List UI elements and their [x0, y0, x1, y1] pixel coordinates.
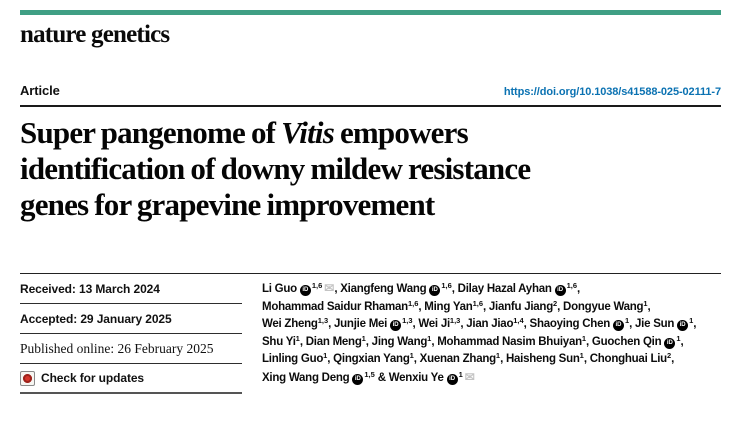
accepted-date-text: Accepted: 29 January 2025: [20, 311, 172, 326]
affiliation-superscript: 1,5: [364, 369, 375, 379]
journal-name: nature genetics: [20, 21, 170, 48]
affiliation-superscript: 1,6: [407, 298, 419, 308]
check-for-updates-label: Check for updates: [41, 371, 144, 385]
meta-author-section: Received: 13 March 2024 Accepted: 29 Jan…: [20, 273, 721, 394]
received-date-text: Received: 13 March 2024: [20, 281, 160, 296]
article-history: Received: 13 March 2024 Accepted: 29 Jan…: [20, 274, 242, 394]
author-line: Mohammad Saidur Rhaman1,6, Ming Yan1,6, …: [262, 298, 651, 313]
affiliation-superscript: 1: [361, 333, 366, 343]
accepted-date: Accepted: 29 January 2025: [20, 304, 242, 334]
affiliation-superscript: 1: [458, 369, 463, 379]
author-line: Shu Yi1, Dian Meng1, Jing Wang1, Mohamma…: [262, 333, 684, 349]
article-title: Super pangenome of Vitis empowers identif…: [20, 115, 721, 223]
affiliation-superscript: 1,6: [566, 281, 578, 290]
affiliation-superscript: 1,3: [402, 316, 413, 326]
title-line: Super pangenome of Vitis empowers: [20, 115, 469, 150]
article-header-row: Article https://doi.org/10.1038/s41588-0…: [20, 83, 721, 107]
orcid-icon[interactable]: iD: [446, 373, 458, 385]
affiliation-superscript: 1: [495, 351, 501, 361]
affiliation-superscript: 1: [689, 316, 694, 326]
crossmark-dot: [23, 373, 32, 383]
crossmark-icon: [20, 370, 35, 386]
affiliation-superscript: 1: [581, 333, 587, 343]
published-date: Published online: 26 February 2025: [20, 334, 242, 364]
author-line: Xing Wang Deng iD 1,5 & Wenxiu Ye iD 1 ✉: [262, 369, 475, 385]
affiliation-superscript: 1: [295, 333, 300, 343]
check-for-updates-button[interactable]: Check for updates: [20, 364, 242, 394]
affiliation-superscript: 1,3: [317, 316, 329, 326]
affiliation-superscript: 1: [323, 351, 328, 361]
affiliation-superscript: 2: [666, 351, 672, 361]
affiliation-superscript: 1,6: [311, 281, 323, 290]
orcid-icon[interactable]: iD: [352, 373, 364, 385]
affiliation-superscript: 1: [643, 298, 648, 308]
affiliation-superscript: 1: [579, 351, 584, 361]
affiliation-superscript: 1,6: [472, 298, 483, 308]
article-type-label: Article: [20, 83, 60, 98]
affiliation-superscript: 1: [409, 351, 414, 361]
doi-link[interactable]: https://doi.org/10.1038/s41588-025-02111…: [503, 86, 721, 98]
orcid-icon[interactable]: iD: [664, 337, 676, 349]
author-line: Li Guo iD 1,6 ✉, Xiangfeng Wang iD 1,6, Dil…: [262, 281, 580, 296]
article-first-page: nature genetics Article https://doi.org/…: [0, 10, 741, 421]
author-line: Wei Zheng1,3, Junjie Mei iD 1,3, Wei Ji1,…: [262, 316, 697, 332]
published-date-text: Published online: 26 February 2025: [20, 340, 214, 356]
author-list: Li Guo iD 1,6 ✉, Xiangfeng Wang iD 1,6, Dil…: [242, 274, 721, 394]
affiliation-superscript: 1: [427, 333, 432, 343]
affiliation-superscript: 1: [624, 316, 630, 326]
affiliation-superscript: 2: [553, 298, 558, 308]
orcid-icon[interactable]: iD: [390, 320, 402, 332]
author-line: Linling Guo1, Qingxian Yang1, Xuenan Zha…: [262, 351, 675, 366]
title-line: genes for grapevine improvement: [20, 187, 435, 222]
affiliation-superscript: 1: [676, 333, 681, 343]
affiliation-superscript: 1,4: [513, 316, 524, 326]
title-line: identification of downy mildew resistanc…: [20, 151, 531, 186]
orcid-icon[interactable]: iD: [299, 285, 311, 296]
email-icon[interactable]: ✉: [464, 369, 475, 384]
email-icon[interactable]: ✉: [324, 281, 335, 295]
orcid-icon[interactable]: iD: [554, 285, 566, 296]
orcid-icon[interactable]: iD: [612, 320, 624, 332]
orcid-icon[interactable]: iD: [677, 320, 689, 332]
affiliation-superscript: 1,3: [449, 316, 461, 326]
journal-brand-bar: [20, 10, 721, 15]
affiliation-superscript: 1,6: [441, 281, 452, 290]
orcid-icon[interactable]: iD: [429, 285, 441, 296]
received-date: Received: 13 March 2024: [20, 274, 242, 304]
